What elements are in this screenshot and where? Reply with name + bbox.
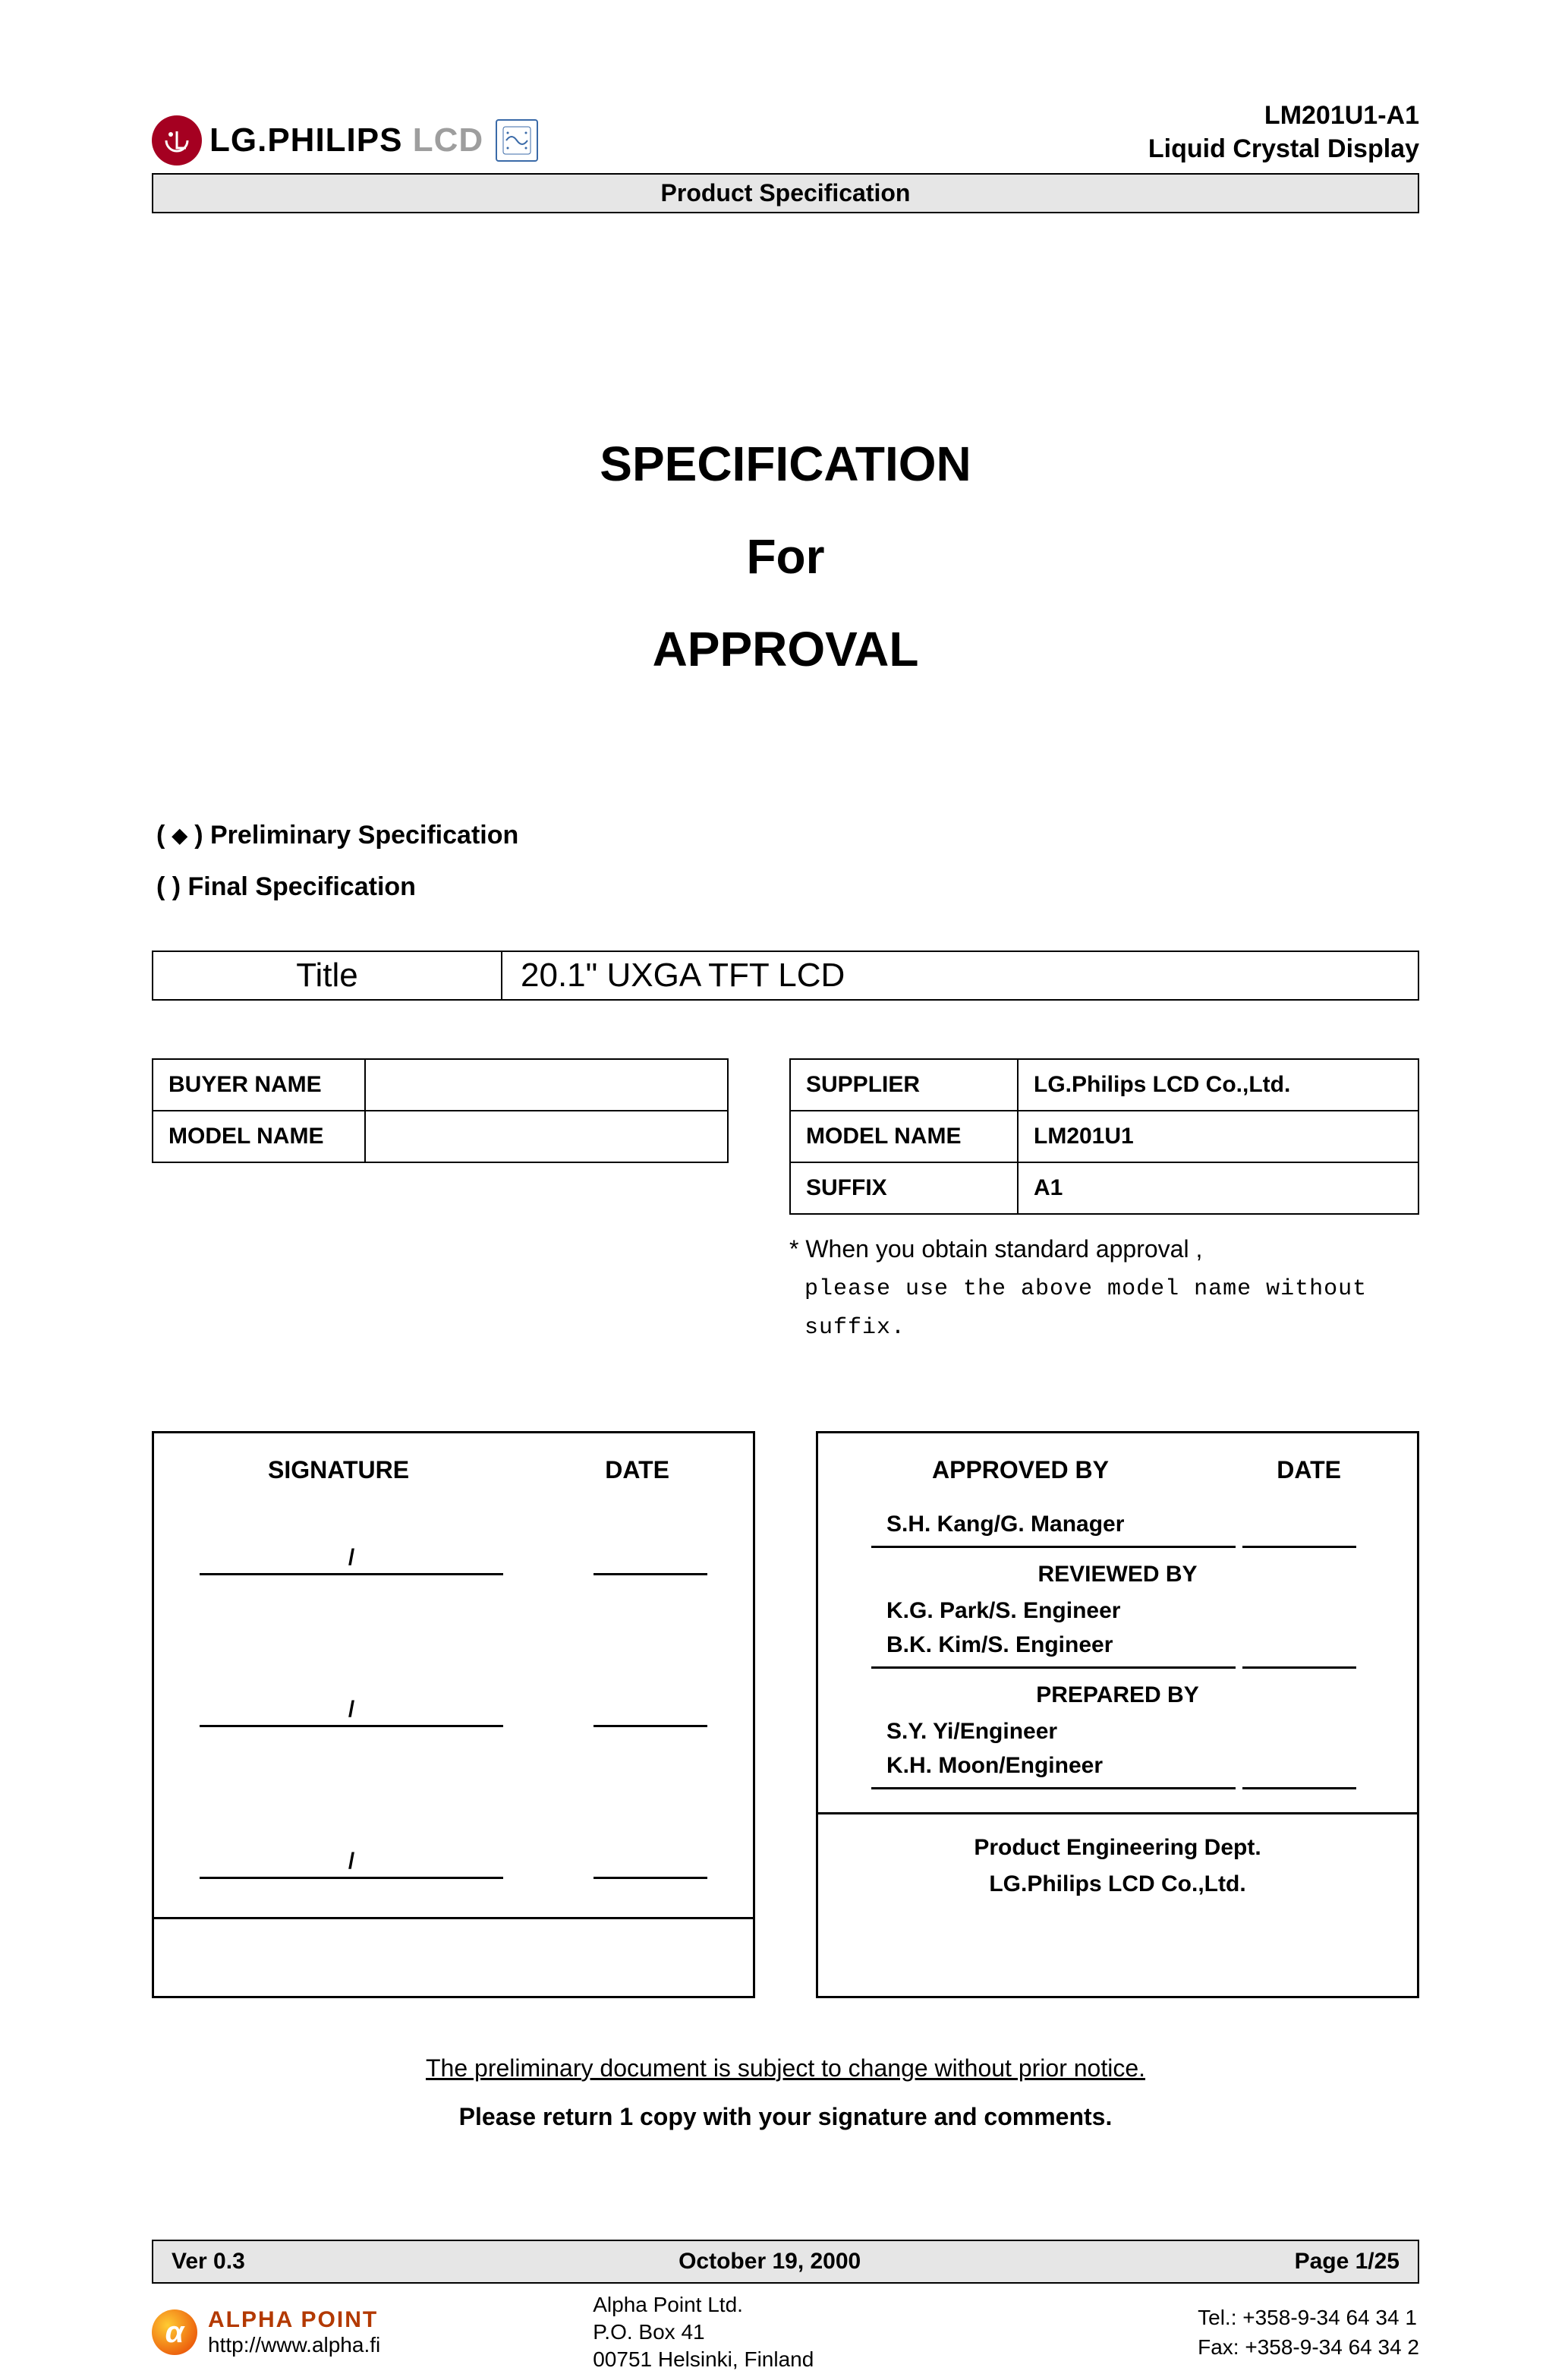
prelim-prefix: ( xyxy=(156,821,172,850)
buyer-name-value xyxy=(365,1059,728,1111)
buyer-name-label: BUYER NAME xyxy=(153,1059,365,1111)
brand-text: LG.PHILIPS LCD xyxy=(209,121,483,159)
sig-line-1: / xyxy=(184,1507,723,1575)
signature-box-right: APPROVED BY DATE S.H. Kang/G. Manager RE… xyxy=(816,1431,1419,1998)
approved-name: S.H. Kang/G. Manager xyxy=(871,1507,1236,1548)
alpha-name: ALPHA POINT xyxy=(208,2307,380,2333)
title-line-1: SPECIFICATION xyxy=(152,418,1419,511)
note-line-2: please use the above model name without … xyxy=(789,1270,1419,1348)
sig-right-footer: Product Engineering Dept. LG.Philips LCD… xyxy=(818,1812,1417,1918)
brand-logo: LG.PHILIPS LCD xyxy=(152,115,538,166)
version: Ver 0.3 xyxy=(172,2249,245,2275)
prepared-row: S.Y. Yi/Engineer K.H. Moon/Engineer xyxy=(849,1714,1387,1789)
sig-right-h1: APPROVED BY xyxy=(864,1456,1109,1484)
diamond-icon: ◆ xyxy=(172,824,187,847)
signature-box-left: SIGNATURE DATE / / / xyxy=(152,1431,755,1998)
title-table-value: 20.1" UXGA TFT LCD xyxy=(502,951,1418,1000)
addr-3: 00751 Helsinki, Finland xyxy=(593,2346,1198,2373)
supplier-model-value: LM201U1 xyxy=(1018,1111,1418,1162)
sig-name-1: / xyxy=(200,1545,503,1575)
reviewed-names: K.G. Park/S. Engineer B.K. Kim/S. Engine… xyxy=(871,1594,1236,1669)
document-page: LG.PHILIPS LCD LM201U1-A1 Liquid Crystal… xyxy=(152,99,1419,2374)
alpha-logo-icon: α xyxy=(152,2309,197,2355)
supplier-value: LG.Philips LCD Co.,Ltd. xyxy=(1018,1059,1418,1111)
reviewed-row: K.G. Park/S. Engineer B.K. Kim/S. Engine… xyxy=(849,1594,1387,1669)
prepared-names: S.Y. Yi/Engineer K.H. Moon/Engineer xyxy=(871,1714,1236,1789)
notice-2: Please return 1 copy with your signature… xyxy=(152,2092,1419,2141)
company-footer: α ALPHA POINT http://www.alpha.fi Alpha … xyxy=(152,2291,1419,2374)
final-spec: ( ) Final Specification xyxy=(156,861,1419,913)
product-line: Liquid Crystal Display xyxy=(1148,132,1419,166)
philips-badge-icon xyxy=(496,119,538,162)
supplier-model-label: MODEL NAME xyxy=(790,1111,1018,1162)
alpha-text-block: ALPHA POINT http://www.alpha.fi xyxy=(208,2307,380,2357)
reviewed-2: B.K. Kim/S. Engineer xyxy=(886,1628,1236,1662)
title-table: Title 20.1" UXGA TFT LCD xyxy=(152,951,1419,1001)
approved-row: S.H. Kang/G. Manager xyxy=(849,1507,1387,1548)
supplier-table: SUPPLIER LG.Philips LCD Co.,Ltd. MODEL N… xyxy=(789,1058,1419,1215)
brand-text-2: LCD xyxy=(402,121,483,159)
note-line-1: * When you obtain standard approval , xyxy=(789,1228,1419,1269)
approved-date xyxy=(1242,1518,1356,1548)
suffix-note: * When you obtain standard approval , pl… xyxy=(789,1228,1419,1347)
lg-icon xyxy=(152,115,202,166)
company-tel: Tel.: +358-9-34 64 34 1 xyxy=(1198,2303,1419,2332)
sig-left-h1: SIGNATURE xyxy=(200,1456,409,1484)
prepared-2: K.H. Moon/Engineer xyxy=(886,1748,1236,1783)
spec-type: ( ◆ ) Preliminary Specification ( ) Fina… xyxy=(156,809,1419,913)
supplier-suffix-value: A1 xyxy=(1018,1162,1418,1214)
sig-date-1 xyxy=(594,1545,707,1575)
sig-line-2: / xyxy=(184,1659,723,1727)
buyer-model-value xyxy=(365,1111,728,1162)
preliminary-spec: ( ◆ ) Preliminary Specification xyxy=(156,809,1419,861)
alpha-url: http://www.alpha.fi xyxy=(208,2333,380,2357)
reviewed-1: K.G. Park/S. Engineer xyxy=(886,1594,1236,1628)
prepared-date xyxy=(1242,1759,1356,1789)
notice: The preliminary document is subject to c… xyxy=(152,2044,1419,2141)
addr-2: P.O. Box 41 xyxy=(593,2319,1198,2346)
header: LG.PHILIPS LCD LM201U1-A1 Liquid Crystal… xyxy=(152,99,1419,166)
dept-company: LG.Philips LCD Co.,Ltd. xyxy=(818,1866,1417,1903)
buyer-table: BUYER NAME MODEL NAME xyxy=(152,1058,729,1163)
sig-date-2 xyxy=(594,1697,707,1727)
sig-line-3: / xyxy=(184,1811,723,1879)
sig-left-h2: DATE xyxy=(605,1456,707,1484)
dept: Product Engineering Dept. xyxy=(818,1830,1417,1866)
supplier-block: SUPPLIER LG.Philips LCD Co.,Ltd. MODEL N… xyxy=(789,1058,1419,1347)
reviewed-date xyxy=(1242,1638,1356,1669)
sig-name-2: / xyxy=(200,1697,503,1727)
footer-date: October 19, 2000 xyxy=(679,2249,861,2275)
prelim-label: ) Preliminary Specification xyxy=(187,821,518,850)
sig-date-3 xyxy=(594,1849,707,1879)
prepared-1: S.Y. Yi/Engineer xyxy=(886,1714,1236,1748)
company-contact: Tel.: +358-9-34 64 34 1 Fax: +358-9-34 6… xyxy=(1198,2303,1419,2362)
company-address: Alpha Point Ltd. P.O. Box 41 00751 Helsi… xyxy=(380,2291,1198,2374)
page-number: Page 1/25 xyxy=(1295,2249,1400,2275)
model-number: LM201U1-A1 xyxy=(1148,99,1419,132)
company-fax: Fax: +358-9-34 64 34 2 xyxy=(1198,2332,1419,2362)
sig-name-3: / xyxy=(200,1849,503,1879)
info-row: BUYER NAME MODEL NAME SUPPLIER LG.Philip… xyxy=(152,1058,1419,1347)
sig-left-footer xyxy=(154,1917,753,1996)
reviewed-label: REVIEWED BY xyxy=(849,1562,1387,1587)
sig-right-h2: DATE xyxy=(1277,1456,1371,1484)
prepared-label: PREPARED BY xyxy=(849,1682,1387,1708)
title-block: SPECIFICATION For APPROVAL xyxy=(152,418,1419,695)
footer-bar: Ver 0.3 October 19, 2000 Page 1/25 xyxy=(152,2240,1419,2284)
document-id: LM201U1-A1 Liquid Crystal Display xyxy=(1148,99,1419,166)
notice-1: The preliminary document is subject to c… xyxy=(152,2044,1419,2092)
brand-text-1: LG.PHILIPS xyxy=(209,121,402,159)
addr-1: Alpha Point Ltd. xyxy=(593,2291,1198,2319)
spec-bar: Product Specification xyxy=(152,173,1419,213)
buyer-model-label: MODEL NAME xyxy=(153,1111,365,1162)
signature-row: SIGNATURE DATE / / / xyxy=(152,1431,1419,1998)
buyer-block: BUYER NAME MODEL NAME xyxy=(152,1058,729,1347)
title-line-3: APPROVAL xyxy=(152,604,1419,696)
supplier-suffix-label: SUFFIX xyxy=(790,1162,1018,1214)
title-table-label: Title xyxy=(153,951,502,1000)
title-line-2: For xyxy=(152,511,1419,604)
supplier-label: SUPPLIER xyxy=(790,1059,1018,1111)
